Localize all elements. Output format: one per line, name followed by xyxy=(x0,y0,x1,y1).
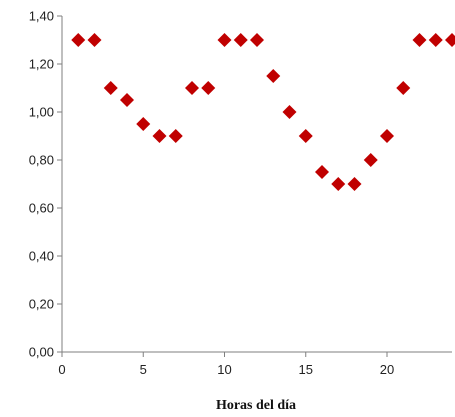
data-point xyxy=(152,129,167,143)
y-tick-label: 1,20 xyxy=(29,57,54,72)
data-point xyxy=(201,81,216,95)
data-point xyxy=(282,105,297,119)
x-tick-label: 20 xyxy=(380,362,394,377)
y-tick-label: 1,40 xyxy=(29,9,54,24)
data-point xyxy=(363,153,378,167)
y-axis: 0,00 0,20 0,40 0,60 0,80 1,00 1,20 1,40 xyxy=(29,9,63,360)
data-point xyxy=(347,177,362,191)
data-point xyxy=(315,165,329,179)
data-point xyxy=(120,93,134,107)
x-axis-title: Horas del día xyxy=(216,398,296,413)
x-tick-label: 5 xyxy=(140,362,147,377)
data-point xyxy=(396,81,411,95)
y-tick-label: 0,00 xyxy=(29,345,54,360)
y-tick-label: 1,00 xyxy=(29,105,54,120)
data-point xyxy=(233,33,248,47)
y-tick-label: 0,80 xyxy=(29,153,54,168)
data-point xyxy=(185,81,199,95)
x-tick-label: 10 xyxy=(217,362,231,377)
data-point xyxy=(298,129,313,143)
data-point xyxy=(136,117,151,131)
data-point xyxy=(445,33,455,47)
data-point xyxy=(168,129,183,143)
data-point xyxy=(428,33,443,47)
y-tick-label: 0,60 xyxy=(29,201,54,216)
y-tick-label: 0,20 xyxy=(29,297,54,312)
data-points xyxy=(71,33,455,191)
data-point xyxy=(250,33,264,47)
data-point xyxy=(103,81,118,95)
data-point xyxy=(412,33,427,47)
data-point xyxy=(266,69,281,83)
data-point xyxy=(380,129,394,143)
y-tick-label: 0,40 xyxy=(29,249,54,264)
data-point xyxy=(71,33,86,47)
x-axis: 0 5 10 15 20 xyxy=(58,351,452,377)
data-point xyxy=(87,33,102,47)
x-tick-label: 0 xyxy=(58,362,65,377)
x-tick-label: 15 xyxy=(299,362,313,377)
data-point xyxy=(331,177,346,191)
data-point xyxy=(217,33,232,47)
